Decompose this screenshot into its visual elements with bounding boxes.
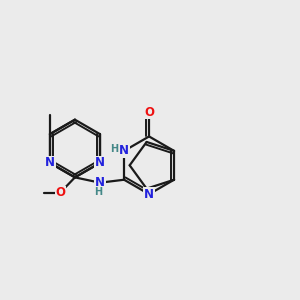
Text: N: N <box>45 157 55 169</box>
Text: N: N <box>119 144 129 158</box>
Text: O: O <box>144 106 154 118</box>
Text: N: N <box>95 176 105 189</box>
Text: N: N <box>144 188 154 201</box>
Text: H: H <box>111 144 119 154</box>
Text: H: H <box>94 187 103 196</box>
Text: O: O <box>55 186 65 199</box>
Text: N: N <box>95 157 105 169</box>
